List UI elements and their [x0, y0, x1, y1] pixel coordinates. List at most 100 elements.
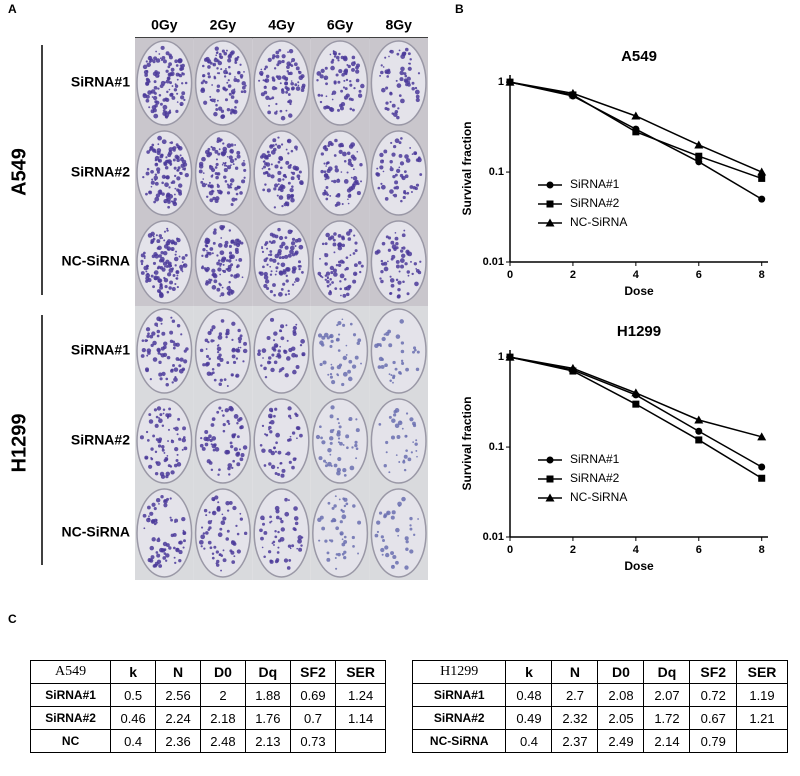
colony: [235, 259, 238, 261]
colony: [323, 189, 327, 192]
colony: [148, 515, 150, 518]
colony: [349, 79, 352, 83]
series-line: [509, 81, 763, 200]
colony: [224, 98, 229, 102]
colony: [285, 279, 289, 283]
colony: [168, 194, 174, 199]
colony: [152, 60, 156, 64]
colony: [284, 81, 288, 86]
colony: [206, 354, 210, 359]
colony: [374, 533, 379, 538]
colony: [338, 52, 341, 56]
colony: [404, 262, 408, 266]
colony: [394, 180, 399, 185]
colony: [228, 501, 233, 505]
colony: [356, 341, 361, 345]
x-tick-label: 4: [633, 544, 640, 556]
colony: [162, 412, 165, 415]
colony: [167, 65, 171, 69]
table-cell: 0.72: [689, 683, 738, 707]
colony: [409, 147, 412, 149]
colony: [405, 547, 409, 551]
colony: [276, 144, 282, 149]
colony: [233, 78, 238, 83]
colony: [336, 201, 341, 206]
colony: [218, 52, 222, 56]
colony: [413, 346, 417, 350]
colony: [259, 70, 264, 76]
colony: [391, 254, 396, 259]
colony: [159, 282, 163, 287]
colony: [345, 354, 348, 356]
colony: [381, 159, 384, 162]
y-tick-label: 0.01: [483, 256, 504, 268]
colony: [278, 195, 284, 200]
colony: [160, 45, 165, 50]
colony: [164, 165, 169, 170]
table-cell: SiRNA#1: [411, 683, 507, 707]
table-cell: 2.7: [551, 683, 599, 707]
colony: [238, 258, 243, 262]
colony: [284, 511, 290, 517]
colony: [221, 163, 224, 166]
colony: [165, 377, 169, 381]
colony: [293, 62, 298, 67]
colony: [177, 58, 183, 64]
colony: [345, 502, 349, 506]
colony: [414, 281, 419, 287]
colony: [182, 531, 186, 535]
colony: [297, 84, 300, 87]
colony: [219, 295, 222, 297]
table-cell: 2.37: [551, 729, 599, 753]
colony: [161, 55, 166, 60]
colony: [342, 467, 347, 473]
colony: [332, 242, 337, 247]
colony: [390, 240, 395, 245]
colony: [179, 264, 184, 270]
colony: [298, 170, 302, 174]
colony: [205, 238, 211, 243]
colony: [297, 265, 301, 268]
colony: [273, 183, 279, 188]
plate: [194, 398, 251, 484]
colony: [330, 65, 335, 71]
colony: [226, 81, 229, 84]
marker: [695, 427, 703, 435]
colony: [399, 319, 404, 324]
colony: [319, 100, 323, 104]
colony: [318, 456, 323, 461]
colony: [389, 278, 395, 283]
colony: [333, 55, 337, 58]
colony: [340, 294, 342, 297]
table-cell: 0.4: [110, 729, 157, 753]
colony: [145, 270, 148, 273]
colony: [236, 79, 240, 83]
colony: [172, 241, 176, 245]
colony: [395, 246, 399, 250]
colony: [260, 536, 264, 541]
colony: [294, 521, 299, 526]
colony: [343, 497, 348, 502]
colony: [146, 339, 149, 342]
colony: [286, 566, 291, 570]
colony: [279, 166, 283, 170]
colony: [289, 71, 293, 76]
colony: [295, 167, 299, 171]
colony: [159, 377, 163, 381]
colony: [389, 160, 393, 164]
colony: [175, 64, 179, 67]
colony: [339, 280, 342, 283]
colony: [384, 363, 388, 368]
colony: [224, 257, 227, 260]
colony: [155, 497, 161, 503]
colony: [157, 143, 160, 146]
colony: [269, 232, 274, 237]
colony: [327, 448, 332, 453]
table-cell: 2.14: [643, 729, 691, 753]
colony: [202, 363, 206, 367]
colony: [326, 161, 329, 165]
colony: [287, 499, 290, 502]
colony: [281, 366, 285, 371]
colony: [300, 74, 305, 79]
colony: [396, 52, 400, 56]
